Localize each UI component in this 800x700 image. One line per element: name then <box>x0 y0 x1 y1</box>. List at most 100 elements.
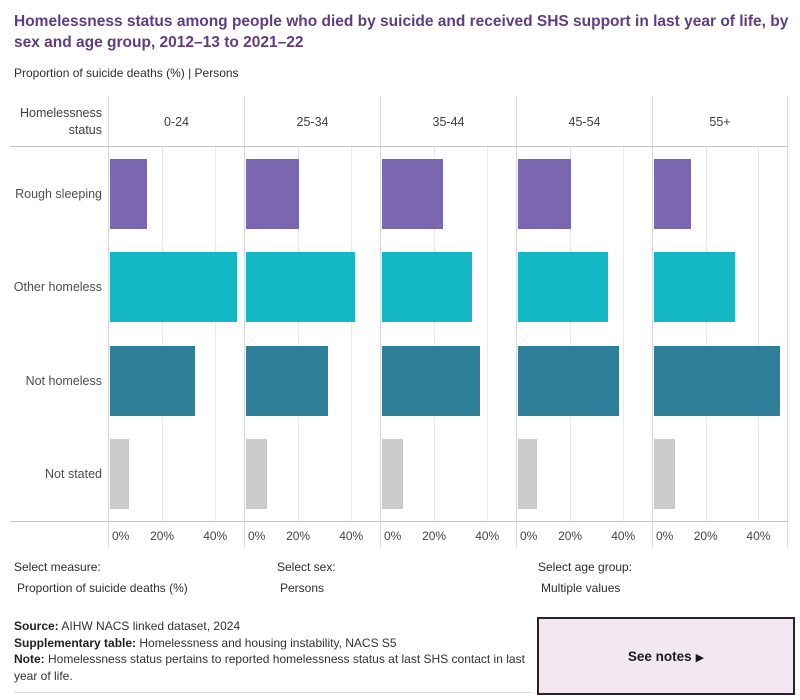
bar[interactable] <box>382 345 480 416</box>
bar[interactable] <box>518 439 537 510</box>
axis-tick-label: 0% <box>520 529 538 543</box>
bar[interactable] <box>654 158 691 229</box>
supplementary-table-text: Homelessness and housing instability, NA… <box>136 635 397 650</box>
axis-tick-label: 0% <box>384 529 402 543</box>
row-label: Other homeless <box>13 280 102 295</box>
page-title: Homelessness status among people who die… <box>14 13 789 51</box>
select-measure-label: Select measure: <box>14 560 101 574</box>
gridline <box>705 147 707 241</box>
pane-45-54 <box>516 147 652 241</box>
bar[interactable] <box>110 345 195 416</box>
axis-tick-label: 40% <box>475 529 500 543</box>
pane-45-54 <box>516 240 652 334</box>
gridline <box>705 427 707 521</box>
bar[interactable] <box>654 252 736 323</box>
gridline <box>623 147 625 241</box>
bar[interactable] <box>110 158 148 229</box>
column-header-55+: 55+ <box>652 97 788 147</box>
column-header-0-24: 0-24 <box>108 97 244 147</box>
x-axis-45-54: 0% 20% 40% <box>516 521 652 547</box>
gridline <box>434 427 436 521</box>
axis-tick-label: 0% <box>112 529 130 543</box>
note-label: Note: <box>14 652 45 666</box>
source-label: Source: <box>14 619 59 633</box>
row-header-label: Homelessness status <box>10 97 108 147</box>
gridline <box>623 240 625 334</box>
pane-25-34 <box>244 427 380 521</box>
pane-55+ <box>652 240 788 334</box>
select-measure-value[interactable]: Proportion of suicide deaths (%) <box>17 581 188 595</box>
column-header-45-54: 45-54 <box>516 97 652 147</box>
pane-35-44 <box>380 334 516 428</box>
bar[interactable] <box>246 345 329 416</box>
note-text: Homelessness status pertains to reported… <box>14 652 525 683</box>
pane-55+ <box>652 427 788 521</box>
axis-tick-label: 20% <box>422 529 447 543</box>
axis-tick-label: 40% <box>203 529 228 543</box>
column-header-35-44: 35-44 <box>380 97 516 147</box>
bar[interactable] <box>518 252 608 323</box>
bar[interactable] <box>382 252 472 323</box>
pane-45-54 <box>516 427 652 521</box>
bar[interactable] <box>382 439 404 510</box>
axis-tick-label: 0% <box>248 529 266 543</box>
source-notes: Source: AIHW NACS linked dataset, 2024 S… <box>14 618 534 684</box>
see-notes-button[interactable]: See notes ▶ <box>537 617 795 695</box>
axis-tick-label: 0% <box>656 529 674 543</box>
gridline <box>351 334 353 428</box>
pane-0-24 <box>108 147 244 241</box>
gridline <box>215 427 217 521</box>
bar[interactable] <box>246 158 299 229</box>
select-sex-value[interactable]: Persons <box>280 581 325 595</box>
source-line: Source: AIHW NACS linked dataset, 2024 <box>14 618 534 635</box>
x-axis-25-34: 0% 20% 40% <box>244 521 380 547</box>
arrow-right-icon: ▶ <box>695 651 705 664</box>
pane-0-24 <box>108 240 244 334</box>
bar[interactable] <box>382 158 443 229</box>
select-sex-control: Select sex: Persons <box>277 560 336 595</box>
select-sex-label: Select sex: <box>277 560 336 574</box>
column-header-25-34: 25-34 <box>244 97 380 147</box>
pane-25-34 <box>244 147 380 241</box>
note-line: Note: Homelessness status pertains to re… <box>14 651 534 684</box>
bar[interactable] <box>518 158 571 229</box>
select-age-group-control: Select age group: Multiple values <box>538 560 632 595</box>
bar[interactable] <box>654 439 676 510</box>
pane-25-34 <box>244 334 380 428</box>
gridline <box>570 427 572 521</box>
gridline <box>487 334 489 428</box>
chart-subtitle: Proportion of suicide deaths (%) | Perso… <box>14 66 239 80</box>
select-age-group-value[interactable]: Multiple values <box>541 581 621 595</box>
axis-tick-label: 20% <box>150 529 175 543</box>
x-axis-35-44: 0% 20% 40% <box>380 521 516 547</box>
pane-45-54 <box>516 334 652 428</box>
bar[interactable] <box>654 345 781 416</box>
x-axis-55+: 0% 20% 40% <box>652 521 788 547</box>
row-label: Not homeless <box>25 373 102 388</box>
bar[interactable] <box>110 439 129 510</box>
axis-tick-label: 40% <box>746 529 771 543</box>
supplementary-table-label: Supplementary table: <box>14 635 137 650</box>
gridline <box>758 147 760 241</box>
gridline <box>351 147 353 241</box>
select-measure-control: Select measure: Proportion of suicide de… <box>14 560 188 595</box>
gridline <box>351 427 353 521</box>
bar[interactable] <box>110 252 238 323</box>
pane-55+ <box>652 147 788 241</box>
pane-35-44 <box>380 147 516 241</box>
pane-35-44 <box>380 427 516 521</box>
bar[interactable] <box>246 252 355 323</box>
pane-0-24 <box>108 334 244 428</box>
axis-tick-label: 20% <box>693 529 718 543</box>
source-text: AIHW NACS linked dataset, 2024 <box>58 619 241 633</box>
row-label: Rough sleeping <box>15 186 102 201</box>
gridline <box>298 427 300 521</box>
x-axis-0-24: 0% 20% 40% <box>108 521 244 547</box>
bar[interactable] <box>246 439 268 510</box>
supplementary-table-line: Supplementary table: Homelessness and ho… <box>14 635 534 652</box>
bar[interactable] <box>518 345 619 416</box>
select-age-group-label: Select age group: <box>538 560 633 574</box>
pane-0-24 <box>108 427 244 521</box>
faceted-bar-chart: Homelessness status 0-24 25-34 35-44 45-54 55… <box>10 97 788 547</box>
